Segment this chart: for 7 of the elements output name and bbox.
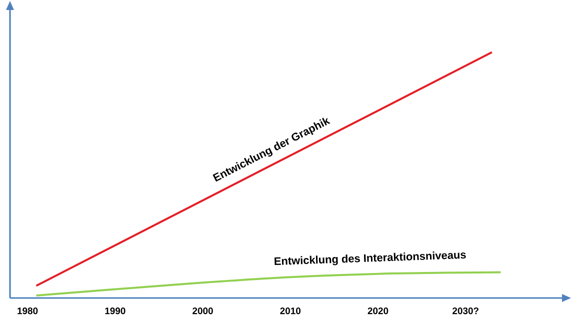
x-tick-label: 1980 [18, 307, 38, 314]
x-tick-label: 2030? [452, 307, 478, 314]
x-tick-label: 1990 [105, 307, 126, 314]
x-tick-label: 2010 [280, 307, 301, 314]
x-tick-label: 2020 [368, 307, 388, 314]
x-tick-label: 2000 [192, 307, 213, 314]
series-label: Entwicklung des Interaktionsniveaus [274, 252, 466, 266]
